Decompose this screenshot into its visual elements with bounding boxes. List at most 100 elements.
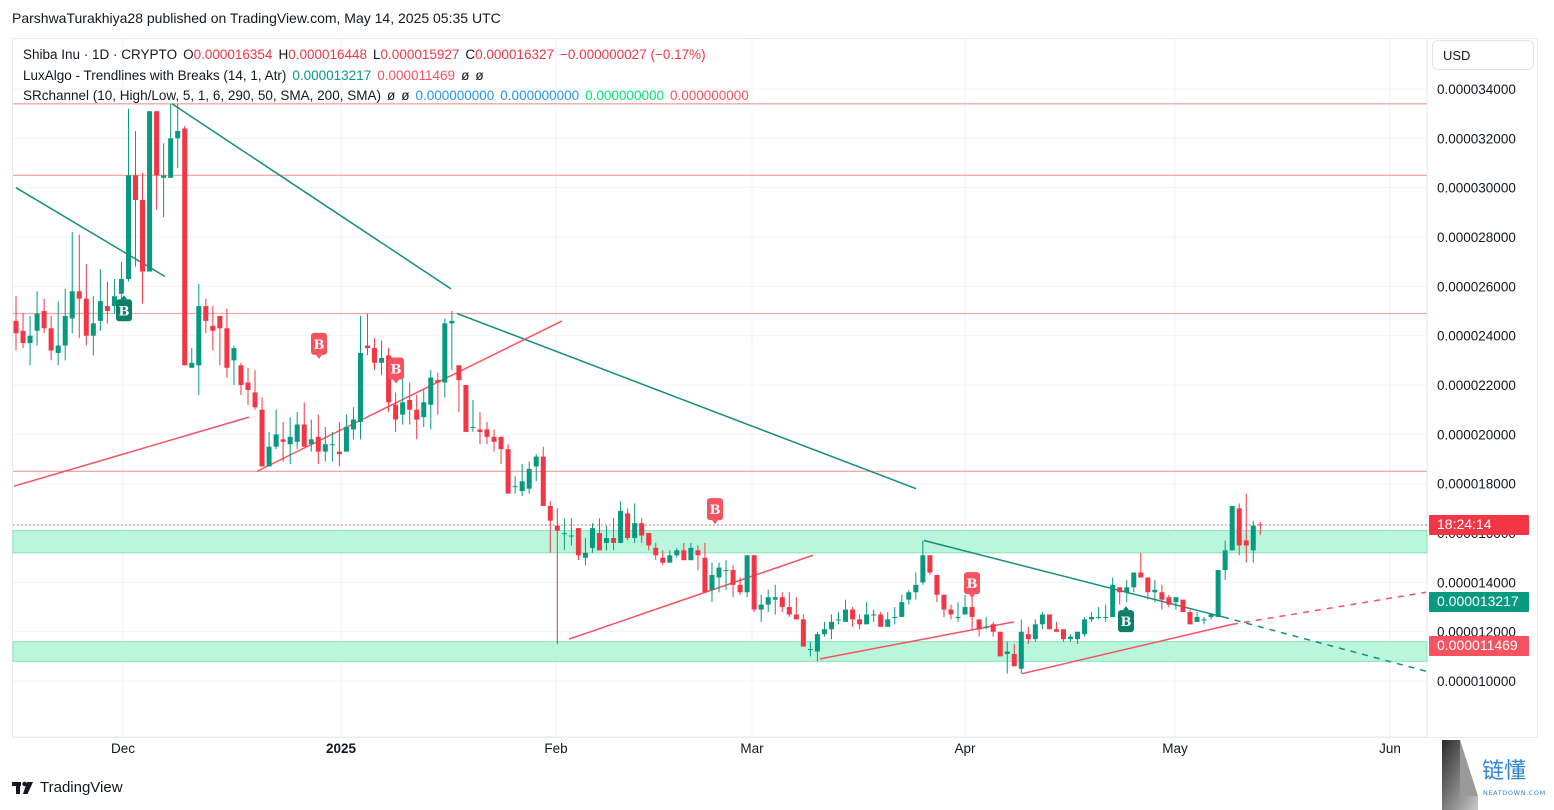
candle bbox=[1152, 579, 1158, 603]
candle bbox=[1032, 619, 1038, 642]
candle bbox=[13, 296, 19, 351]
candle-body bbox=[491, 436, 497, 442]
candle bbox=[1180, 599, 1186, 613]
candle-body bbox=[1068, 636, 1073, 640]
candle bbox=[273, 409, 279, 450]
candle bbox=[758, 594, 764, 622]
candle-body bbox=[786, 607, 792, 615]
candle-body bbox=[660, 557, 666, 563]
candle-body bbox=[779, 597, 785, 608]
candle-body bbox=[688, 547, 694, 561]
candle-body bbox=[266, 446, 272, 467]
candle-body bbox=[308, 439, 314, 445]
candle-body bbox=[1018, 631, 1024, 669]
candle-body bbox=[962, 607, 968, 615]
candle-body bbox=[224, 328, 230, 368]
candle bbox=[885, 612, 891, 627]
candle bbox=[1068, 634, 1073, 642]
candle bbox=[913, 572, 919, 600]
candle bbox=[336, 422, 342, 467]
candle bbox=[1046, 614, 1052, 630]
candle bbox=[969, 594, 975, 630]
candle bbox=[505, 444, 511, 494]
candle bbox=[83, 264, 89, 346]
candle bbox=[210, 306, 216, 351]
candle bbox=[1131, 572, 1137, 593]
candle-body bbox=[1103, 616, 1109, 618]
legend-srchannel-row[interactable]: SRchannel (10, High/Low, 5, 1, 6, 290, 5… bbox=[23, 86, 755, 107]
candle bbox=[322, 426, 328, 462]
candle-body bbox=[639, 523, 645, 536]
candle bbox=[828, 614, 834, 640]
candle-body bbox=[259, 409, 265, 467]
candle bbox=[484, 422, 490, 445]
candle-body bbox=[273, 434, 279, 447]
candle-body bbox=[864, 614, 870, 625]
candle-body bbox=[27, 335, 33, 344]
candle-body bbox=[913, 584, 919, 593]
break-label-text: B bbox=[967, 577, 978, 592]
symbol-label: Shiba Inu · 1D · CRYPTO bbox=[23, 47, 178, 62]
candle bbox=[1208, 614, 1214, 620]
candle bbox=[667, 550, 673, 563]
candle bbox=[639, 518, 645, 543]
candle bbox=[632, 503, 638, 543]
candle bbox=[196, 283, 202, 395]
footer-brand[interactable]: TradingView bbox=[12, 779, 123, 796]
candle-body bbox=[955, 616, 961, 618]
trendline-up bbox=[1021, 623, 1233, 675]
legend-luxalgo-row[interactable]: LuxAlgo - Trendlines with Breaks (14, 1,… bbox=[23, 66, 755, 87]
candle bbox=[772, 584, 778, 615]
candle bbox=[990, 621, 996, 637]
candle bbox=[421, 389, 427, 427]
break-label-box bbox=[707, 498, 723, 521]
break-label-pointer bbox=[316, 354, 322, 359]
sr-levels bbox=[13, 103, 1427, 526]
time-axis[interactable]: Dec 2025 Feb Mar Apr May Jun bbox=[111, 741, 1401, 756]
candle-body bbox=[892, 616, 898, 618]
candle bbox=[1011, 644, 1017, 667]
candle-body bbox=[118, 278, 124, 294]
candle bbox=[456, 365, 462, 413]
sr-zone bbox=[12, 530, 1428, 554]
candle bbox=[407, 382, 413, 425]
candle-body bbox=[175, 130, 181, 139]
time-tick-label: Jun bbox=[1379, 741, 1401, 756]
luxalgo-null-1: ø bbox=[461, 67, 470, 83]
candle bbox=[983, 616, 989, 630]
candle-body bbox=[407, 399, 413, 410]
price-tick-label: 0.000024000 bbox=[1437, 329, 1516, 344]
candle-body bbox=[1011, 653, 1017, 667]
candle bbox=[744, 555, 750, 598]
watermark-cn-text: 链懂 bbox=[1482, 759, 1526, 784]
candle-body bbox=[315, 436, 321, 452]
candle bbox=[604, 525, 610, 551]
candle-body bbox=[48, 328, 54, 351]
legend-symbol-row[interactable]: Shiba Inu · 1D · CRYPTO O0.000016354 H0.00… bbox=[23, 45, 755, 66]
trendline-up bbox=[1231, 591, 1427, 626]
candle-body bbox=[154, 111, 160, 176]
candle bbox=[554, 508, 560, 645]
candle-body bbox=[336, 451, 342, 455]
break-label-red: B bbox=[707, 498, 723, 525]
candle-body bbox=[372, 348, 378, 363]
candle bbox=[1053, 621, 1059, 632]
candle-body bbox=[379, 357, 385, 363]
srchannel-value-2: 0.000000000 bbox=[500, 88, 580, 103]
candle-body bbox=[140, 200, 146, 272]
currency-selector[interactable]: USD bbox=[1432, 40, 1534, 70]
candle-body bbox=[90, 323, 96, 336]
candle-body bbox=[62, 315, 68, 346]
candle-body bbox=[1187, 612, 1193, 625]
candle-body bbox=[885, 619, 891, 627]
candle-body bbox=[1089, 616, 1095, 620]
candle-body bbox=[561, 533, 567, 535]
candle bbox=[315, 414, 321, 464]
candle bbox=[547, 500, 553, 553]
break-label-pointer bbox=[1123, 606, 1129, 611]
candle-body bbox=[365, 345, 370, 349]
candle bbox=[850, 607, 856, 627]
price-tick-label: 0.000026000 bbox=[1437, 279, 1516, 294]
candle bbox=[526, 461, 532, 494]
